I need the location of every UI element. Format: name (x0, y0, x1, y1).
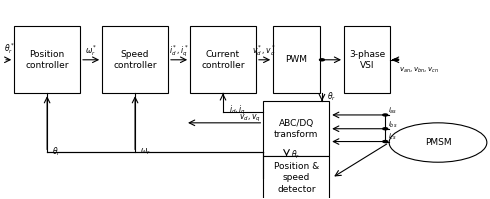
FancyBboxPatch shape (102, 26, 168, 93)
Text: $\theta_r$: $\theta_r$ (292, 148, 300, 161)
FancyBboxPatch shape (273, 26, 319, 93)
Text: $v_d,v_q$: $v_d,v_q$ (239, 113, 261, 124)
FancyBboxPatch shape (263, 101, 329, 156)
Text: $v_d^*,v_q^*$: $v_d^*,v_q^*$ (252, 43, 277, 59)
Text: $\omega_r$: $\omega_r$ (140, 146, 151, 157)
FancyBboxPatch shape (14, 26, 80, 93)
Text: $\omega_r^*$: $\omega_r^*$ (85, 43, 98, 58)
Text: $i_{cs}$: $i_{cs}$ (388, 132, 397, 142)
Text: ABC/DQ
transform: ABC/DQ transform (274, 119, 318, 139)
FancyBboxPatch shape (263, 156, 329, 199)
Text: 3-phase
VSI: 3-phase VSI (349, 50, 385, 70)
Circle shape (383, 114, 388, 116)
Text: $v_{an},v_{bn},v_{cn}$: $v_{an},v_{bn},v_{cn}$ (399, 66, 439, 75)
Circle shape (394, 59, 399, 61)
Text: $\theta_r$: $\theta_r$ (52, 145, 61, 158)
Text: $\theta_r^*$: $\theta_r^*$ (3, 42, 15, 56)
Text: $i_d,i_q$: $i_d,i_q$ (229, 103, 246, 117)
FancyBboxPatch shape (344, 26, 391, 93)
Text: $\theta_r$: $\theta_r$ (327, 91, 336, 103)
Text: Position &
speed
detector: Position & speed detector (274, 162, 319, 194)
Circle shape (319, 59, 324, 61)
Text: Position
controller: Position controller (25, 50, 69, 70)
Text: PWM: PWM (285, 55, 307, 64)
Text: $i_d^*,i_q^*$: $i_d^*,i_q^*$ (169, 43, 189, 59)
FancyBboxPatch shape (190, 26, 256, 93)
Text: Current
controller: Current controller (201, 50, 245, 70)
Text: $i_{bs}$: $i_{bs}$ (388, 119, 397, 130)
Text: PMSM: PMSM (425, 138, 451, 147)
Circle shape (383, 140, 388, 142)
Text: $i_{as}$: $i_{as}$ (388, 105, 397, 116)
Circle shape (383, 128, 388, 130)
Text: Speed
controller: Speed controller (113, 50, 157, 70)
